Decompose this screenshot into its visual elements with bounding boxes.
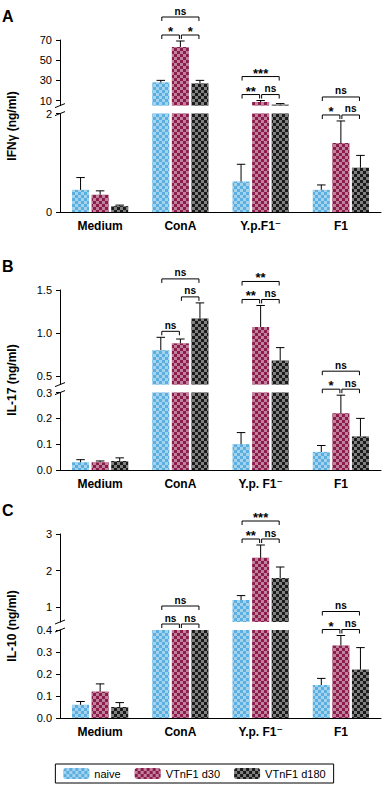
svg-text:2: 2 [46, 108, 52, 120]
svg-text:ConA: ConA [164, 219, 196, 233]
svg-text:0: 0 [46, 206, 52, 218]
svg-text:B: B [2, 258, 14, 275]
svg-text:IL-10 (ng/ml): IL-10 (ng/ml) [5, 590, 19, 661]
svg-text:ns: ns [165, 320, 177, 331]
svg-text:10: 10 [40, 95, 52, 107]
svg-text:**: ** [246, 528, 257, 543]
svg-text:0.0: 0.0 [37, 464, 52, 476]
svg-text:0.1: 0.1 [37, 438, 52, 450]
svg-text:0.0: 0.0 [37, 712, 52, 724]
svg-text:ns: ns [335, 85, 347, 96]
svg-text:ns: ns [265, 288, 277, 299]
svg-text:0.4: 0.4 [37, 624, 52, 636]
svg-text:*: * [329, 378, 335, 393]
svg-text:0.3: 0.3 [37, 646, 52, 658]
svg-text:ConA: ConA [164, 477, 196, 491]
svg-text:*: * [188, 24, 194, 39]
svg-text:ns: ns [175, 267, 187, 278]
svg-text:**: ** [246, 84, 257, 99]
svg-text:**: ** [256, 270, 267, 285]
svg-text:ns: ns [335, 600, 347, 611]
svg-text:C: C [2, 502, 14, 519]
svg-text:IL-17 (ng/ml): IL-17 (ng/ml) [5, 344, 19, 415]
svg-text:1.5: 1.5 [37, 284, 52, 296]
svg-text:30: 30 [40, 74, 52, 86]
svg-text:ns: ns [184, 613, 196, 624]
svg-text:ns: ns [265, 528, 277, 539]
svg-text:VTnF1 d180: VTnF1 d180 [265, 768, 326, 780]
svg-text:50: 50 [40, 54, 52, 66]
svg-text:naive: naive [94, 768, 120, 780]
svg-text:ns: ns [345, 378, 357, 389]
svg-text:VTnF1 d30: VTnF1 d30 [166, 768, 220, 780]
svg-text:70: 70 [40, 34, 52, 46]
svg-text:Y.p.F1⁻: Y.p.F1⁻ [240, 219, 281, 233]
svg-text:ns: ns [265, 83, 277, 94]
svg-text:*: * [329, 104, 335, 119]
svg-text:F1: F1 [334, 477, 348, 491]
svg-text:***: *** [253, 510, 269, 525]
svg-text:0.2: 0.2 [37, 412, 52, 424]
svg-text:0.2: 0.2 [37, 668, 52, 680]
svg-text:ns: ns [184, 285, 196, 296]
svg-text:3: 3 [46, 528, 52, 540]
svg-text:1: 1 [46, 601, 52, 613]
svg-text:**: ** [246, 288, 257, 303]
svg-text:F1: F1 [334, 219, 348, 233]
svg-text:Medium: Medium [77, 725, 122, 739]
svg-text:*: * [329, 619, 335, 634]
svg-text:ns: ns [335, 360, 347, 371]
svg-text:***: *** [253, 66, 269, 81]
svg-text:ConA: ConA [164, 725, 196, 739]
svg-text:0.5: 0.5 [37, 370, 52, 382]
svg-text:ns: ns [175, 595, 187, 606]
svg-text:Y.p. F1⁻: Y.p. F1⁻ [238, 725, 282, 739]
svg-text:0.1: 0.1 [37, 690, 52, 702]
svg-text:0.3: 0.3 [37, 387, 52, 399]
svg-text:IFNγ (ng/ml): IFNγ (ng/ml) [5, 91, 19, 160]
svg-text:1.0: 1.0 [37, 327, 52, 339]
svg-text:Y.p. F1⁻: Y.p. F1⁻ [238, 477, 282, 491]
svg-text:ns: ns [345, 103, 357, 114]
svg-text:2: 2 [46, 565, 52, 577]
svg-text:ns: ns [175, 6, 187, 17]
svg-text:Medium: Medium [77, 477, 122, 491]
svg-text:Medium: Medium [77, 219, 122, 233]
svg-text:*: * [168, 24, 174, 39]
svg-text:ns: ns [345, 618, 357, 629]
svg-text:F1: F1 [334, 725, 348, 739]
svg-text:ns: ns [165, 613, 177, 624]
svg-text:A: A [2, 8, 14, 25]
